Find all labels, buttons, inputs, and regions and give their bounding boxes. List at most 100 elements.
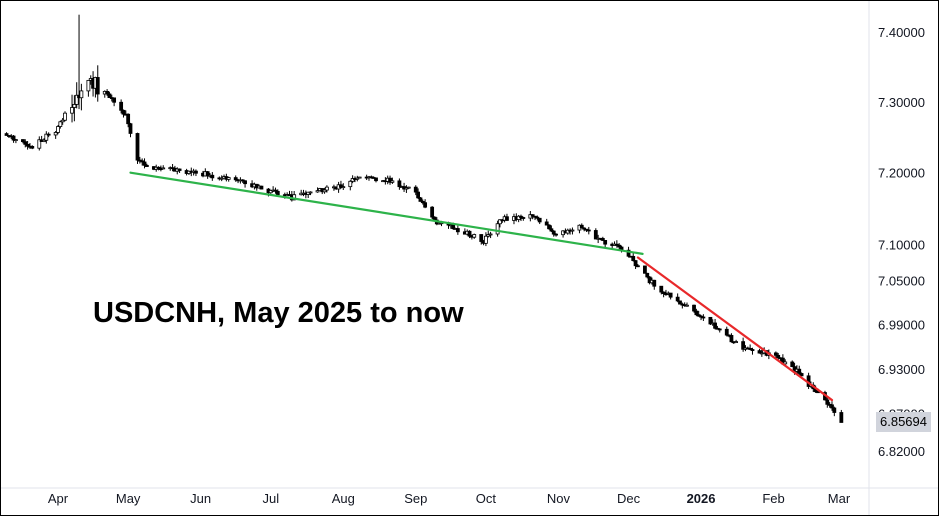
candle-body (58, 121, 63, 127)
candle-body (652, 279, 657, 287)
candle-body (128, 123, 133, 134)
y-tick-label: 7.05000 (878, 274, 925, 289)
candle-body (341, 186, 346, 189)
candle-body (177, 168, 182, 171)
candle-body (678, 300, 682, 305)
x-tick-label: Jul (262, 491, 279, 506)
y-tick-label: 7.10000 (878, 237, 925, 252)
candle-body (533, 215, 537, 218)
candle-body (56, 126, 60, 133)
candle-body (374, 177, 378, 182)
candle-body (708, 316, 713, 325)
candle-body (455, 228, 460, 233)
candle-body (495, 223, 500, 235)
x-tick-label: 2026 (687, 491, 716, 506)
candle-body (467, 230, 472, 237)
candle-body (325, 186, 329, 191)
x-axis: Apr May Jun Jul Aug Sep Oct Nov Dec 2026 Feb Mar (48, 491, 851, 506)
candle-body (505, 216, 509, 221)
candle-body (692, 304, 696, 312)
candle-body (233, 177, 238, 181)
candle-body (72, 104, 77, 108)
candle-body (759, 352, 764, 355)
candle-body (741, 341, 746, 350)
candle-body (273, 189, 278, 192)
trendline (636, 256, 834, 402)
candle-body (600, 238, 605, 241)
candle-body (783, 361, 788, 365)
candle-body (243, 180, 247, 185)
candle-body (219, 177, 224, 180)
candle-body (79, 90, 84, 99)
candle-body (423, 202, 428, 208)
candle-body (21, 139, 25, 143)
candle-body (675, 296, 680, 302)
x-tick-label: May (116, 491, 141, 506)
candle-body (535, 216, 540, 219)
candle-body (701, 316, 706, 319)
candle-body (418, 197, 423, 202)
candle-body (537, 217, 542, 223)
candle-body (488, 233, 493, 236)
candle-body (593, 230, 598, 240)
candle-body (144, 164, 149, 167)
candle-body (210, 174, 215, 179)
candle-body (268, 190, 273, 194)
chart-title: USDCNH, May 2025 to now (93, 297, 464, 329)
candle-body (46, 133, 51, 136)
candle-body (357, 176, 362, 179)
candle-body (696, 314, 701, 317)
candle-body (348, 180, 353, 188)
candle-body (119, 101, 124, 111)
candle-body (565, 229, 570, 234)
candle-body (776, 354, 781, 359)
y-tick-label: 7.40000 (878, 25, 925, 40)
candle-body (11, 135, 16, 141)
candle-body (636, 265, 640, 268)
x-tick-label: Jun (190, 491, 211, 506)
candle-body (617, 244, 622, 248)
y-tick-label: 6.99000 (878, 318, 925, 333)
candle-body (413, 186, 418, 193)
candle-body (579, 224, 584, 229)
trendline (129, 171, 644, 255)
candle-body (140, 160, 145, 163)
x-tick-label: Sep (404, 491, 427, 506)
last-price-label: 6.85694 (876, 412, 931, 432)
candle-body (60, 119, 65, 123)
trendlines (129, 171, 834, 402)
x-tick-label: Aug (332, 491, 355, 506)
candle-body (825, 399, 830, 405)
candle-body (551, 230, 556, 235)
candle-body (554, 233, 558, 236)
candle-body (390, 180, 395, 183)
candle-body (839, 412, 844, 423)
candle-body (498, 219, 502, 225)
x-tick-label: Mar (828, 491, 851, 506)
candle-body (74, 94, 79, 105)
candle-body (355, 177, 360, 180)
candle-body (570, 229, 575, 232)
y-axis: 7.40000 7.30000 7.20000 7.10000 7.05000 6.990… (878, 25, 925, 459)
y-tick-label: 7.20000 (878, 166, 925, 181)
candle-body (53, 132, 58, 136)
candle-body (275, 190, 280, 196)
candle-body (724, 328, 729, 336)
candle-body (647, 276, 652, 284)
candle-body (25, 143, 30, 147)
candle-body (694, 310, 699, 316)
candle-body (95, 77, 100, 95)
candle-body (734, 341, 739, 344)
candle-body (832, 407, 837, 413)
candle-body (479, 234, 484, 242)
candle-body (626, 249, 631, 257)
candle-body (86, 79, 91, 92)
candle-body (717, 328, 722, 331)
candle-body (750, 349, 755, 352)
y-tick-label: 6.93000 (878, 362, 925, 377)
candle-body (830, 404, 834, 409)
candle-body (668, 292, 673, 298)
candle-body (397, 180, 402, 188)
